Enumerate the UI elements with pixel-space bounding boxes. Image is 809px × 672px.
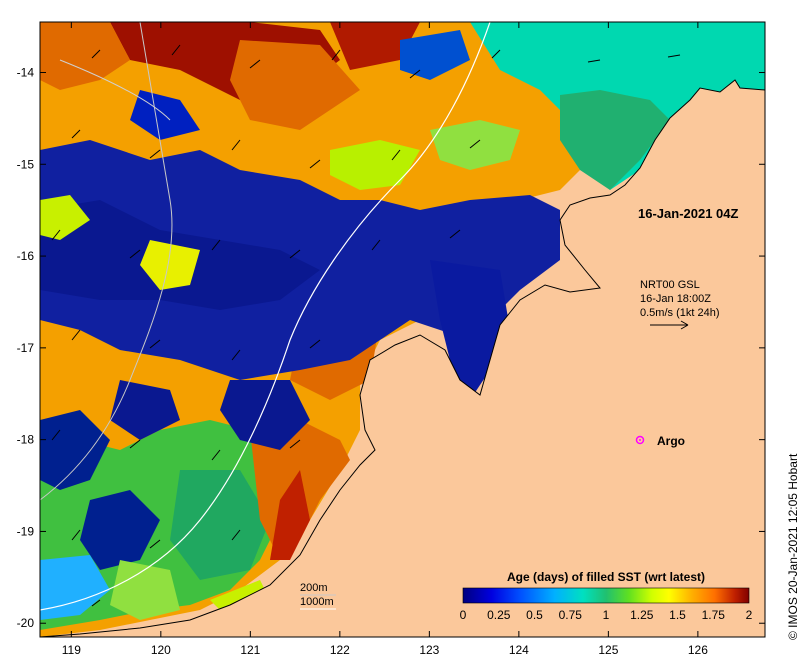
date-label: 16-Jan-2021 04Z <box>638 206 739 221</box>
map-frame <box>39 21 766 638</box>
current-legend-line1: NRT00 GSL <box>640 279 700 291</box>
colorbar-tick-label: 1.75 <box>702 608 726 622</box>
latitude-axis: -14 -15 -16 -17 -18 -19 -20 <box>17 65 765 630</box>
colorbar-tick-label: 1 <box>603 608 610 622</box>
colorbar-tick-label: 0.5 <box>526 608 543 622</box>
argo-label: Argo <box>657 434 685 448</box>
lon-tick-label: 125 <box>598 643 618 657</box>
lon-tick-label: 122 <box>330 643 350 657</box>
current-vectors <box>51 44 681 607</box>
current-scale-arrow-icon <box>650 320 689 330</box>
contour-1000m-label: 1000m <box>300 596 334 608</box>
argo-marker-icon <box>635 435 645 445</box>
colorbar-tick-label: 0.75 <box>559 608 583 622</box>
current-legend-line2: 16-Jan 18:00Z <box>640 293 711 305</box>
lat-tick-label: -16 <box>17 249 35 263</box>
lon-tick-label: 126 <box>688 643 708 657</box>
lat-tick-label: -17 <box>17 341 35 355</box>
bathymetry-contours <box>40 22 491 611</box>
lon-tick-label: 120 <box>151 643 171 657</box>
lat-tick-label: -14 <box>17 65 35 79</box>
lon-tick-label: 119 <box>62 643 81 657</box>
colorbar-tick-label: 0 <box>460 608 467 622</box>
colorbar-title: Age (days) of filled SST (wrt latest) <box>507 570 705 584</box>
lon-tick-label: 124 <box>509 643 529 657</box>
colorbar-gradient <box>462 587 750 604</box>
lat-tick-label: -20 <box>17 616 35 630</box>
credit-label: © IMOS 20-Jan-2021 12:05 Hobart <box>786 453 800 640</box>
lat-tick-label: -18 <box>17 433 35 447</box>
contour-200m-label: 200m <box>300 582 328 594</box>
colorbar-tick-label: 1.5 <box>669 608 686 622</box>
longitude-axis: 119 120 121 122 123 124 125 126 <box>62 22 708 657</box>
lon-tick-label: 121 <box>240 643 260 657</box>
colorbar-tick-label: 0.25 <box>487 608 511 622</box>
sst-field <box>40 22 765 637</box>
colorbar-tick-label: 1.25 <box>630 608 654 622</box>
lat-tick-label: -19 <box>17 524 35 538</box>
current-legend-line3: 0.5m/s (1kt 24h) <box>640 307 719 319</box>
lat-tick-label: -15 <box>17 157 35 171</box>
colorbar-tick-label: 2 <box>746 608 753 622</box>
lon-tick-label: 123 <box>419 643 439 657</box>
colorbar-ticks: 0 0.25 0.5 0.75 1 1.25 1.5 1.75 2 <box>460 608 753 622</box>
coastline <box>40 79 765 637</box>
